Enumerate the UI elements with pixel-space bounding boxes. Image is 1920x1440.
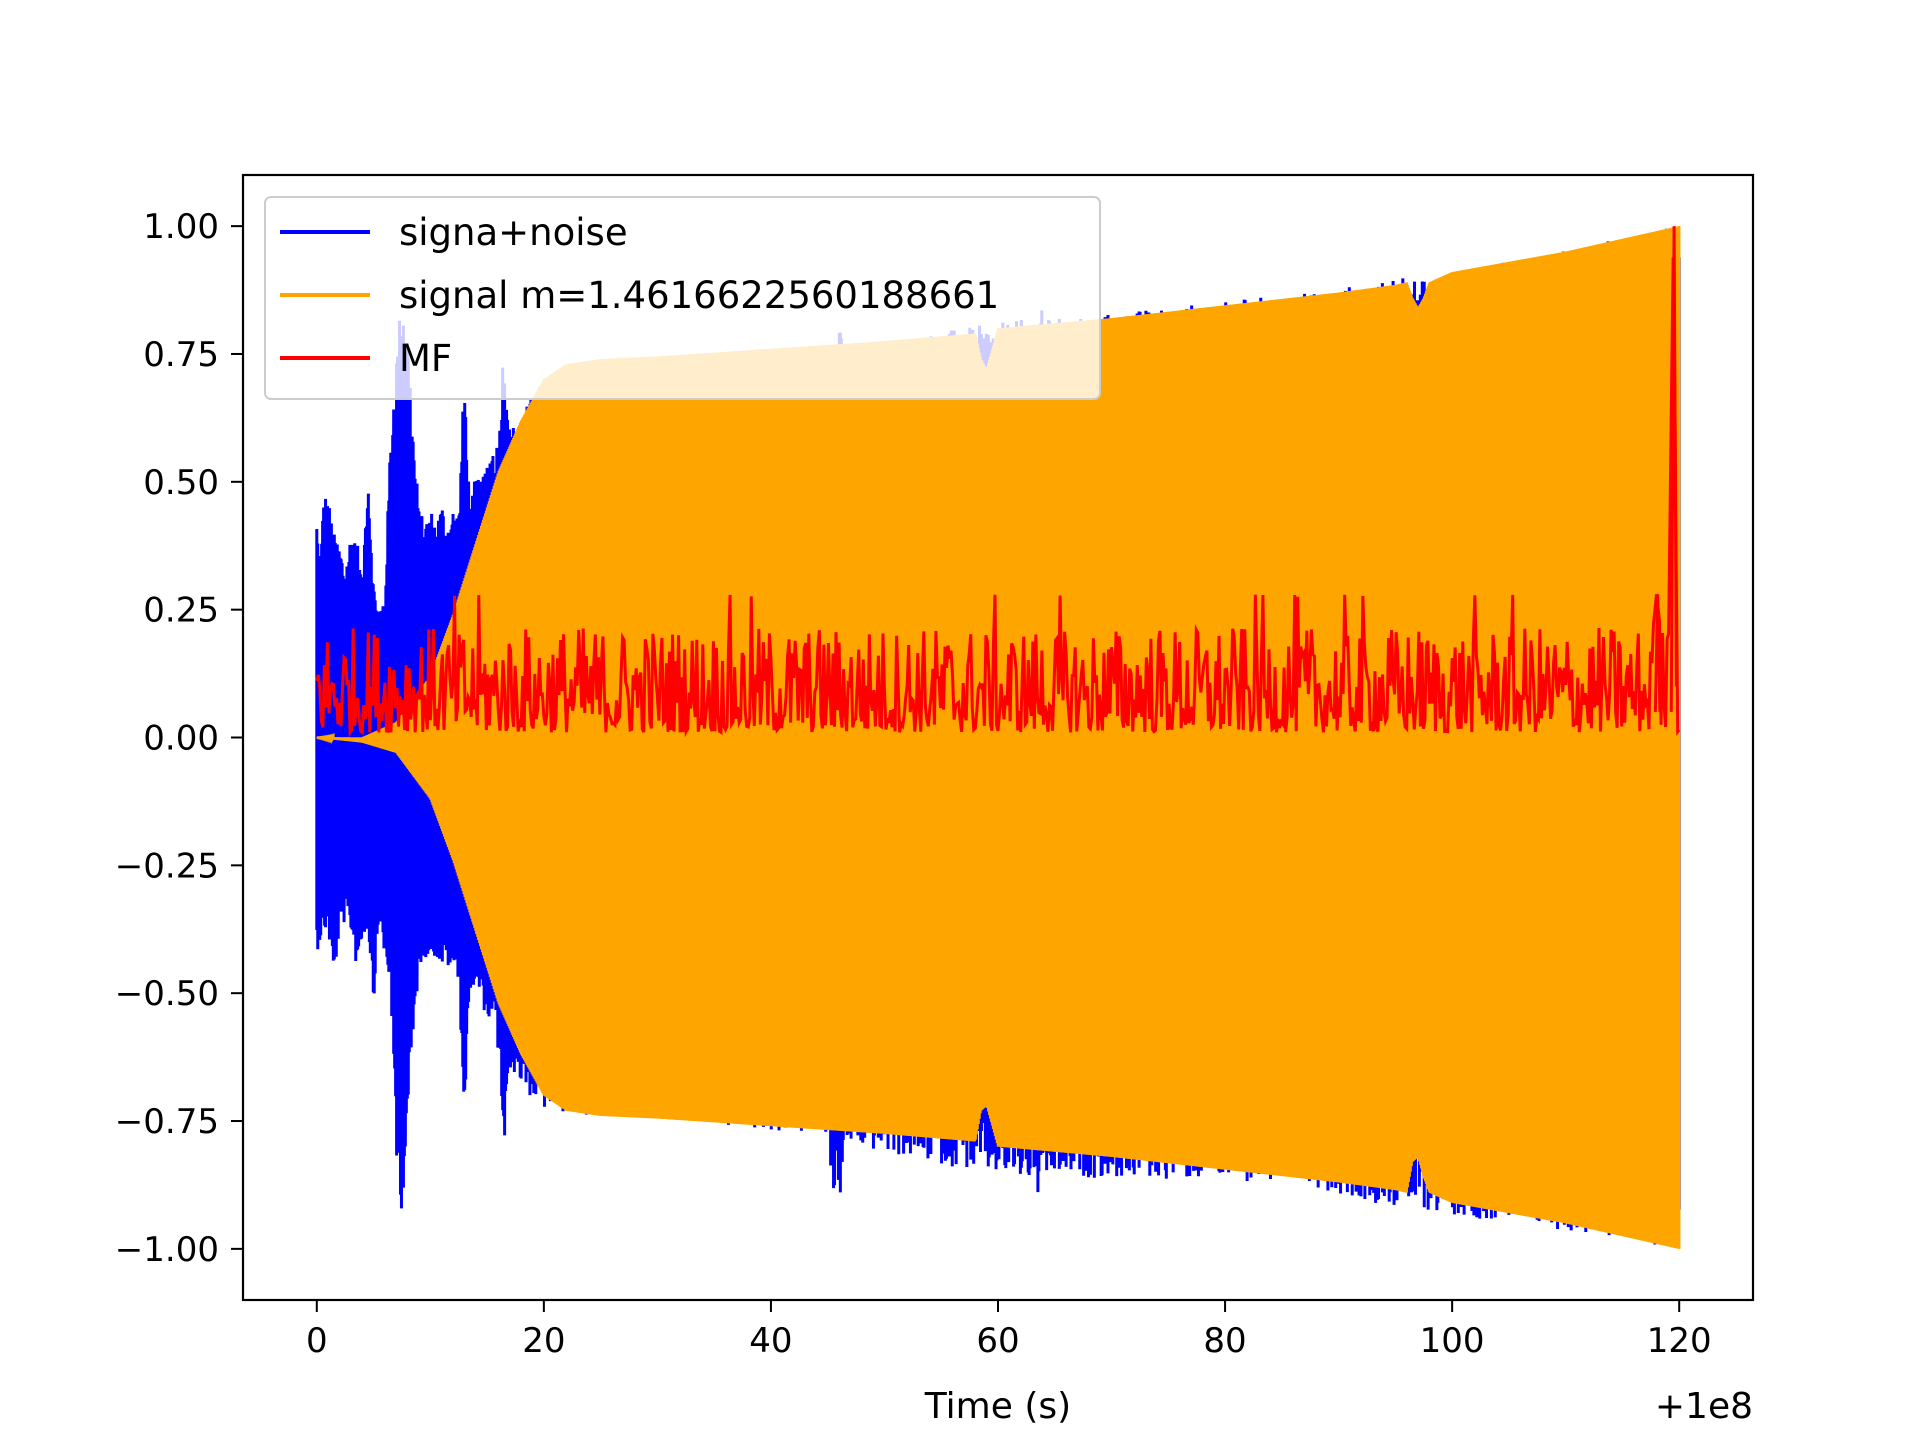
y-tick-label: 0.00 (143, 719, 219, 759)
y-tick-label: −1.00 (115, 1230, 219, 1270)
y-tick-label: 0.25 (143, 591, 219, 631)
series-mf (315, 226, 1681, 738)
legend-label: MF (399, 337, 452, 380)
legend-box (264, 196, 1101, 400)
legend: signa+noise signal m=1.4616622560188661 MF (264, 196, 1101, 400)
x-tick-label: 100 (1420, 1321, 1485, 1361)
y-tick-label: 1.00 (143, 207, 219, 247)
series-signal (316, 226, 1681, 1249)
y-tick-label: −0.25 (115, 846, 219, 886)
x-tick-label: 80 (1203, 1321, 1246, 1361)
x-axis-offset-label: +1e8 (1655, 1386, 1753, 1427)
mf-line (315, 257, 1681, 738)
x-tick-label: 120 (1647, 1321, 1712, 1361)
y-tick-label: −0.50 (115, 974, 219, 1014)
y-tick-label: 0.50 (143, 463, 219, 503)
y-tick-label: 0.75 (143, 335, 219, 375)
legend-label: signal m=1.4616622560188661 (399, 274, 999, 317)
x-axis-label: Time (s) (924, 1386, 1071, 1427)
x-axis-ticks: 0 20 40 60 80 100 120 (306, 1300, 1712, 1361)
x-tick-label: 0 (306, 1321, 328, 1361)
x-tick-label: 60 (976, 1321, 1019, 1361)
x-tick-label: 40 (749, 1321, 792, 1361)
x-tick-label: 20 (522, 1321, 565, 1361)
signal-line (316, 226, 1681, 1249)
legend-label: signa+noise (399, 211, 628, 254)
series-layer (315, 226, 1681, 1249)
y-axis-ticks: 1.00 0.75 0.50 0.25 0.00 −0.25 −0.50 −0.75 −1.00 (115, 207, 243, 1270)
y-tick-label: −0.75 (115, 1102, 219, 1142)
mf-spike (1653, 226, 1678, 712)
